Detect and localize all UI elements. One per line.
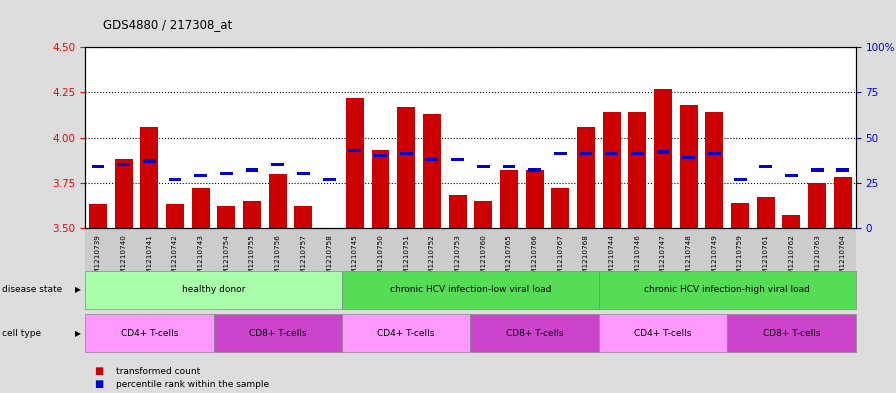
Bar (168, 178, 182, 181)
Bar (708, 152, 721, 156)
Bar (785, 174, 797, 177)
Bar (811, 169, 823, 172)
Bar (500, 170, 518, 228)
Text: transformed count: transformed count (116, 367, 201, 376)
Bar (760, 165, 772, 168)
Text: CD8+ T-cells: CD8+ T-cells (506, 329, 564, 338)
Bar (295, 206, 313, 228)
Bar (734, 178, 746, 181)
Bar (271, 163, 284, 166)
Text: GDS4880 / 217308_at: GDS4880 / 217308_at (103, 18, 232, 31)
Bar (320, 228, 338, 233)
Text: CD4+ T-cells: CD4+ T-cells (634, 329, 692, 338)
Bar (705, 112, 723, 228)
Bar (269, 174, 287, 228)
Text: ▶: ▶ (74, 285, 81, 294)
Bar (166, 204, 184, 228)
Text: cell type: cell type (2, 329, 41, 338)
Bar (580, 152, 592, 156)
Bar (631, 152, 643, 156)
Text: ▶: ▶ (74, 329, 81, 338)
Bar (297, 172, 310, 175)
Text: percentile rank within the sample: percentile rank within the sample (116, 380, 270, 389)
Bar (218, 206, 236, 228)
Bar (192, 188, 210, 228)
Bar (782, 215, 800, 228)
Bar (628, 112, 646, 228)
Bar (349, 149, 361, 152)
Bar (220, 172, 233, 175)
Bar (372, 150, 390, 228)
Bar (474, 201, 492, 228)
Bar (529, 169, 541, 172)
Bar (451, 158, 464, 161)
Bar (449, 195, 467, 228)
Text: chronic HCV infection-high viral load: chronic HCV infection-high viral load (644, 285, 810, 294)
Bar (526, 170, 544, 228)
Text: chronic HCV infection-low viral load: chronic HCV infection-low viral load (390, 285, 551, 294)
Bar (91, 165, 105, 168)
Bar (603, 112, 621, 228)
Bar (554, 152, 567, 156)
Bar (426, 158, 438, 161)
Bar (194, 174, 207, 177)
Text: CD8+ T-cells: CD8+ T-cells (249, 329, 306, 338)
Text: ■: ■ (94, 379, 103, 389)
Bar (606, 152, 618, 156)
Text: healthy donor: healthy donor (182, 285, 246, 294)
Bar (834, 177, 852, 228)
Bar (346, 98, 364, 228)
Bar (141, 127, 159, 228)
Bar (400, 152, 412, 156)
Bar (477, 165, 489, 168)
Bar (323, 178, 336, 181)
Text: CD8+ T-cells: CD8+ T-cells (762, 329, 820, 338)
Text: disease state: disease state (2, 285, 62, 294)
Bar (89, 204, 107, 228)
Bar (115, 159, 133, 228)
Text: CD4+ T-cells: CD4+ T-cells (377, 329, 435, 338)
Bar (731, 203, 749, 228)
Bar (654, 89, 672, 228)
Text: ■: ■ (94, 366, 103, 376)
Bar (246, 169, 259, 172)
Bar (243, 201, 261, 228)
Bar (657, 151, 669, 154)
Text: CD4+ T-cells: CD4+ T-cells (121, 329, 178, 338)
Bar (577, 127, 595, 228)
Bar (683, 156, 695, 159)
Bar (808, 183, 826, 228)
Bar (503, 165, 515, 168)
Bar (423, 114, 441, 228)
Bar (375, 154, 387, 157)
Bar (551, 188, 569, 228)
Bar (837, 169, 849, 172)
Bar (117, 163, 130, 166)
Bar (143, 160, 156, 163)
Bar (757, 197, 775, 228)
Bar (680, 105, 698, 228)
Bar (397, 107, 415, 228)
